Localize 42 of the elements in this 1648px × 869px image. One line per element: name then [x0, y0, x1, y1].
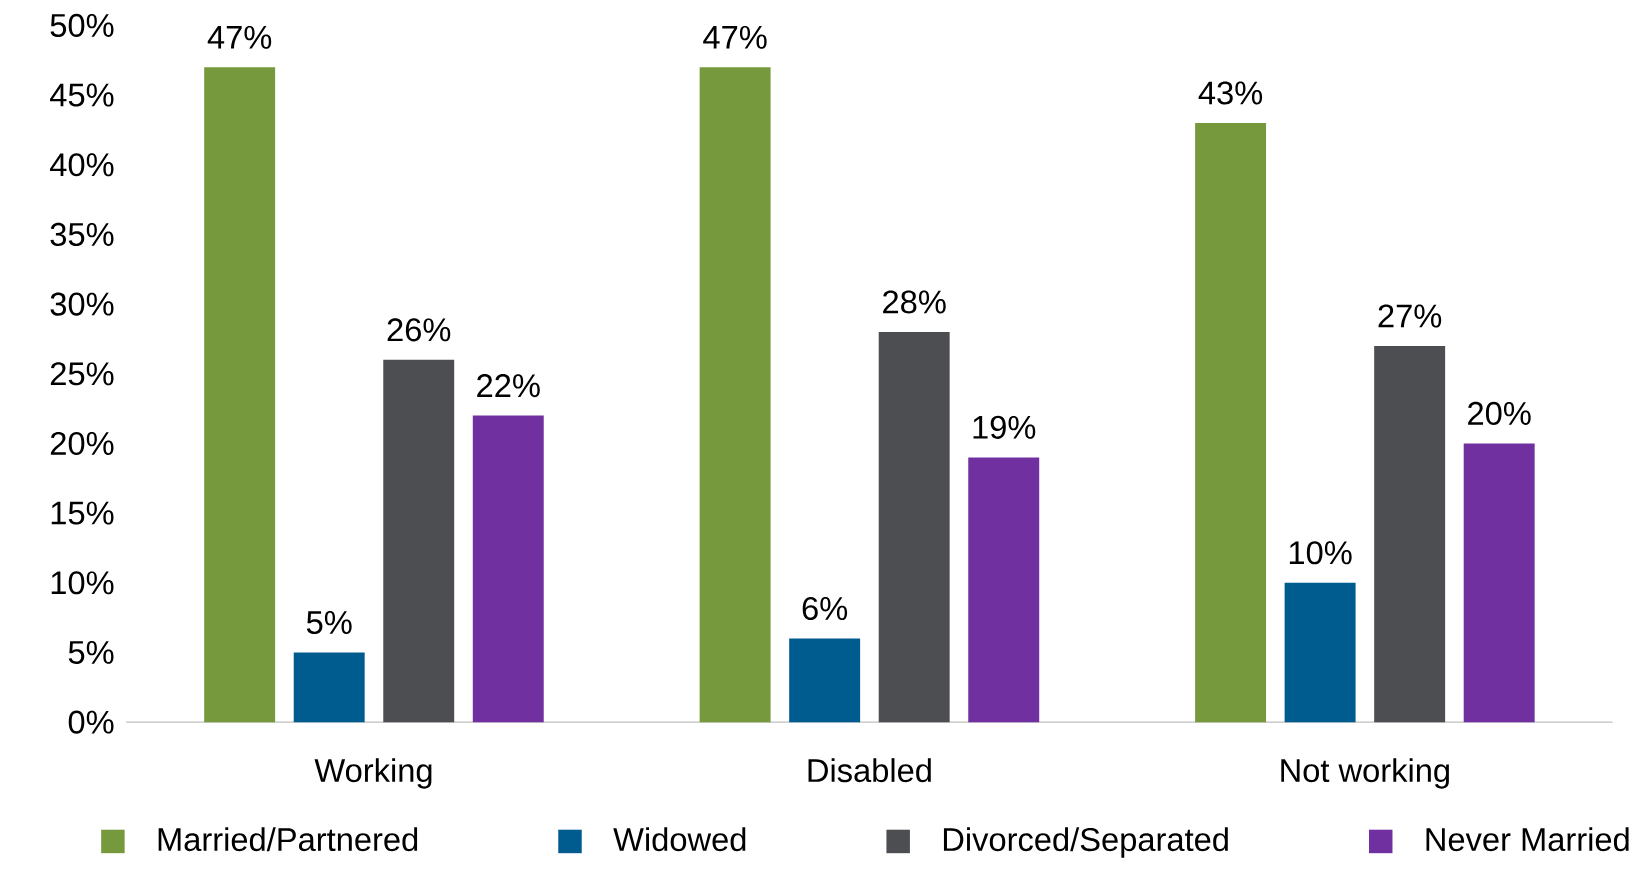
data-label: 26% — [387, 318, 451, 342]
y-tick-label: 5% — [68, 640, 114, 664]
y-tick-label: 0% — [68, 710, 114, 734]
y-tick-label: 45% — [50, 83, 114, 107]
bar — [472, 415, 544, 722]
data-label: 28% — [883, 290, 946, 314]
data-label: 19% — [973, 415, 1036, 439]
bar — [968, 457, 1040, 722]
bar — [293, 652, 365, 722]
legend-label: Divorced/Separated — [943, 826, 1228, 858]
data-label: 27% — [1378, 304, 1442, 328]
y-tick-label: 30% — [50, 292, 114, 316]
y-tick-label: 50% — [50, 13, 114, 37]
bar — [699, 67, 771, 722]
x-tick-label: Working — [314, 757, 432, 789]
y-tick-label: 20% — [50, 431, 114, 455]
y-tick-label: 15% — [51, 501, 114, 525]
y-tick-label: 10% — [51, 570, 114, 595]
bar — [1284, 582, 1356, 722]
data-label: 5% — [306, 610, 352, 634]
bar — [204, 67, 276, 722]
x-tick-label: Disabled — [808, 757, 931, 782]
bar — [878, 331, 950, 722]
bar — [789, 638, 861, 722]
data-label: 20% — [1468, 401, 1531, 425]
legend-label: Never Married — [1426, 826, 1629, 851]
bar — [383, 359, 455, 722]
x-tick-label: Not working — [1281, 757, 1449, 789]
data-label: 47% — [207, 25, 272, 49]
y-tick-label: 25% — [50, 361, 114, 386]
y-tick-label: 35% — [50, 222, 114, 246]
data-label: 6% — [802, 596, 848, 620]
bar — [1195, 122, 1267, 722]
bar — [1374, 345, 1446, 722]
bar — [1463, 443, 1535, 722]
data-label: 22% — [477, 373, 540, 397]
data-label: 47% — [703, 25, 767, 49]
data-label: 10% — [1289, 540, 1352, 565]
legend-label: Widowed — [613, 826, 746, 851]
data-label: 43% — [1198, 81, 1263, 105]
y-tick-label: 40% — [50, 152, 114, 177]
legend-label: Married/Partnered — [158, 826, 418, 851]
